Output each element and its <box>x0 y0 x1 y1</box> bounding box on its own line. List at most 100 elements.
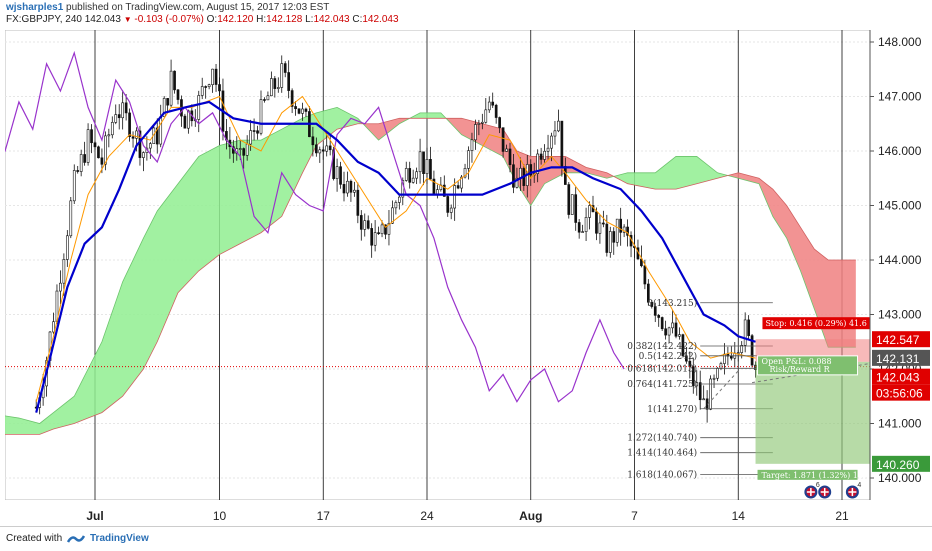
price-label-bg <box>872 331 930 348</box>
candle-down <box>287 72 291 91</box>
x-tick-label: 7 <box>631 509 638 523</box>
candle-up <box>59 282 62 292</box>
candle-up <box>702 398 706 401</box>
candle-up <box>460 176 463 189</box>
candle-down <box>560 120 564 167</box>
candle-up <box>121 102 125 119</box>
candle-up <box>162 98 166 117</box>
candle-up <box>325 145 329 152</box>
candle-down <box>605 223 609 253</box>
candle-down <box>456 185 460 189</box>
candle-down <box>539 153 543 160</box>
candle-down <box>273 78 277 89</box>
candle-up <box>391 207 394 224</box>
fib-level-label: 0(143.215) <box>647 298 697 309</box>
tradingview-brand[interactable]: TradingView <box>90 533 149 544</box>
event-marker[interactable]: 6 <box>804 482 820 499</box>
candle-up <box>114 114 118 123</box>
event-count: 4 <box>857 482 861 489</box>
candle-down <box>612 231 616 243</box>
y-tick-label: 148.000 <box>878 35 922 49</box>
event-marker[interactable] <box>818 485 832 499</box>
candle-up <box>667 327 671 336</box>
candle-up <box>280 63 284 88</box>
short-position-tool[interactable]: Stop: 0.416 (0.29%) 41.6 Open P&L: 0.088R… <box>752 317 880 480</box>
candle-down <box>173 70 176 91</box>
event-count: 6 <box>816 482 820 489</box>
fib-level-label: 1.272(140.740) <box>627 433 697 444</box>
close-value: 142.043 <box>362 14 399 25</box>
candle-down <box>290 90 294 107</box>
candle-down <box>283 63 287 73</box>
ichimoku-cloud <box>5 106 856 435</box>
candle-up <box>270 78 273 97</box>
candle-down <box>657 315 661 318</box>
candle-up <box>52 321 55 333</box>
high-value: 142.128 <box>266 14 303 25</box>
candle-up <box>615 218 619 243</box>
candle-down <box>155 127 159 145</box>
candle-down <box>563 166 567 185</box>
candle-up <box>394 202 398 209</box>
rr-label-text: Risk/Reward R <box>770 365 831 374</box>
candle-up <box>425 159 429 174</box>
candle-down <box>674 322 678 337</box>
candle-down <box>681 334 685 357</box>
target-label-bg <box>757 469 858 480</box>
fib-level-label: 0.5(142.242) <box>639 351 698 362</box>
candle-down <box>626 226 629 236</box>
fib-level-label: 1.414(140.464) <box>627 448 697 459</box>
candle-down <box>204 86 208 88</box>
cloud-bullish <box>5 107 364 435</box>
candle-down <box>359 215 363 230</box>
candle-up <box>259 99 263 134</box>
candle-down <box>252 130 256 132</box>
price-label-bg <box>872 349 930 366</box>
candle-up <box>86 129 90 163</box>
chart-header-ohlc: FX:GBPJPY, 240 142.043 ▼ -0.103 (-0.07%)… <box>6 14 399 25</box>
candle-up <box>695 382 699 387</box>
candle-down <box>491 101 495 106</box>
candle-up <box>187 110 190 129</box>
publisher-username[interactable]: wjsharples1 <box>6 2 64 13</box>
candle-down <box>643 265 647 285</box>
candle-up <box>736 352 740 354</box>
candle-down <box>218 84 221 92</box>
price-label-text: 140.260 <box>876 458 920 472</box>
price-label-text: 142.043 <box>876 371 920 385</box>
x-tick-label: 21 <box>835 509 849 523</box>
candle-up <box>557 120 560 132</box>
price-label: 03:56:06 <box>872 384 930 401</box>
price-label-bg <box>872 384 930 401</box>
candle-down <box>595 211 598 234</box>
candle-down <box>660 317 664 330</box>
candle-up <box>743 319 747 346</box>
candle-down <box>321 149 325 152</box>
candle-down <box>100 157 104 165</box>
fib-level-label: 0.382(142.422) <box>627 341 697 352</box>
candle-down <box>408 168 412 183</box>
candle-up <box>335 166 339 179</box>
candle-down <box>131 136 135 139</box>
footer-bar: Created with TradingView <box>0 526 932 551</box>
open-label: O: <box>206 14 218 25</box>
event-marker[interactable]: 4 <box>845 482 862 499</box>
candle-up <box>104 135 107 165</box>
stop-label-box: Stop: 0.416 (0.29%) 41.6 <box>762 317 870 330</box>
candle-down <box>577 222 581 233</box>
price-label: 142.547 <box>872 331 930 348</box>
candle-down <box>750 335 754 366</box>
price-chart[interactable]: 0(143.215) 0.382(142.422)0.5(142.242)0.61… <box>0 0 932 526</box>
candle-down <box>97 146 100 159</box>
candle-down <box>349 180 353 193</box>
candle-up <box>159 116 163 145</box>
stop-label-bg <box>762 317 870 330</box>
stop-label-text: Stop: 0.416 (0.29%) 41.6 <box>765 319 866 328</box>
candle-up <box>107 134 111 137</box>
symbol-label[interactable]: FX:GBPJPY, 240 <box>6 14 82 25</box>
down-arrow-icon: ▼ <box>123 15 132 24</box>
y-tick-label: 145.000 <box>878 199 922 213</box>
candle-down <box>176 89 180 100</box>
candle-up <box>709 378 712 410</box>
